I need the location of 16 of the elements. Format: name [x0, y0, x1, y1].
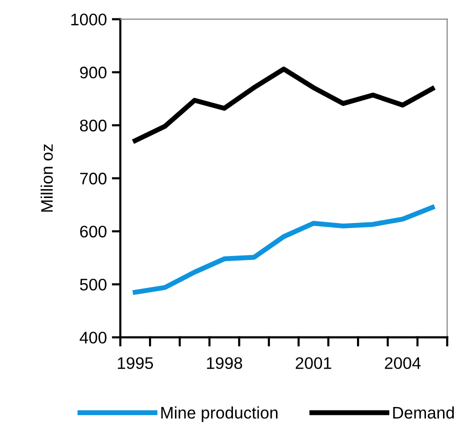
y-tick-label: 500	[80, 278, 106, 291]
line-series	[132, 66, 435, 144]
y-axis-title: Million oz	[40, 144, 53, 212]
legend-label: Mine production	[161, 406, 278, 422]
x-tick-label: 1995	[118, 357, 154, 370]
x-tick-label: 2001	[296, 357, 332, 370]
legend-label: Demand	[393, 406, 454, 419]
y-tick-label: 600	[80, 226, 106, 238]
y-tick-label: 400	[80, 332, 106, 344]
y-tick-label: 900	[80, 66, 106, 78]
line-series	[132, 205, 435, 295]
y-tick-label: 800	[80, 120, 106, 132]
x-tick-label: 2004	[384, 357, 421, 370]
x-tick-label: 1998	[207, 357, 242, 370]
y-tick-label: 700	[80, 172, 106, 184]
y-tick-label: 1000	[71, 14, 106, 26]
